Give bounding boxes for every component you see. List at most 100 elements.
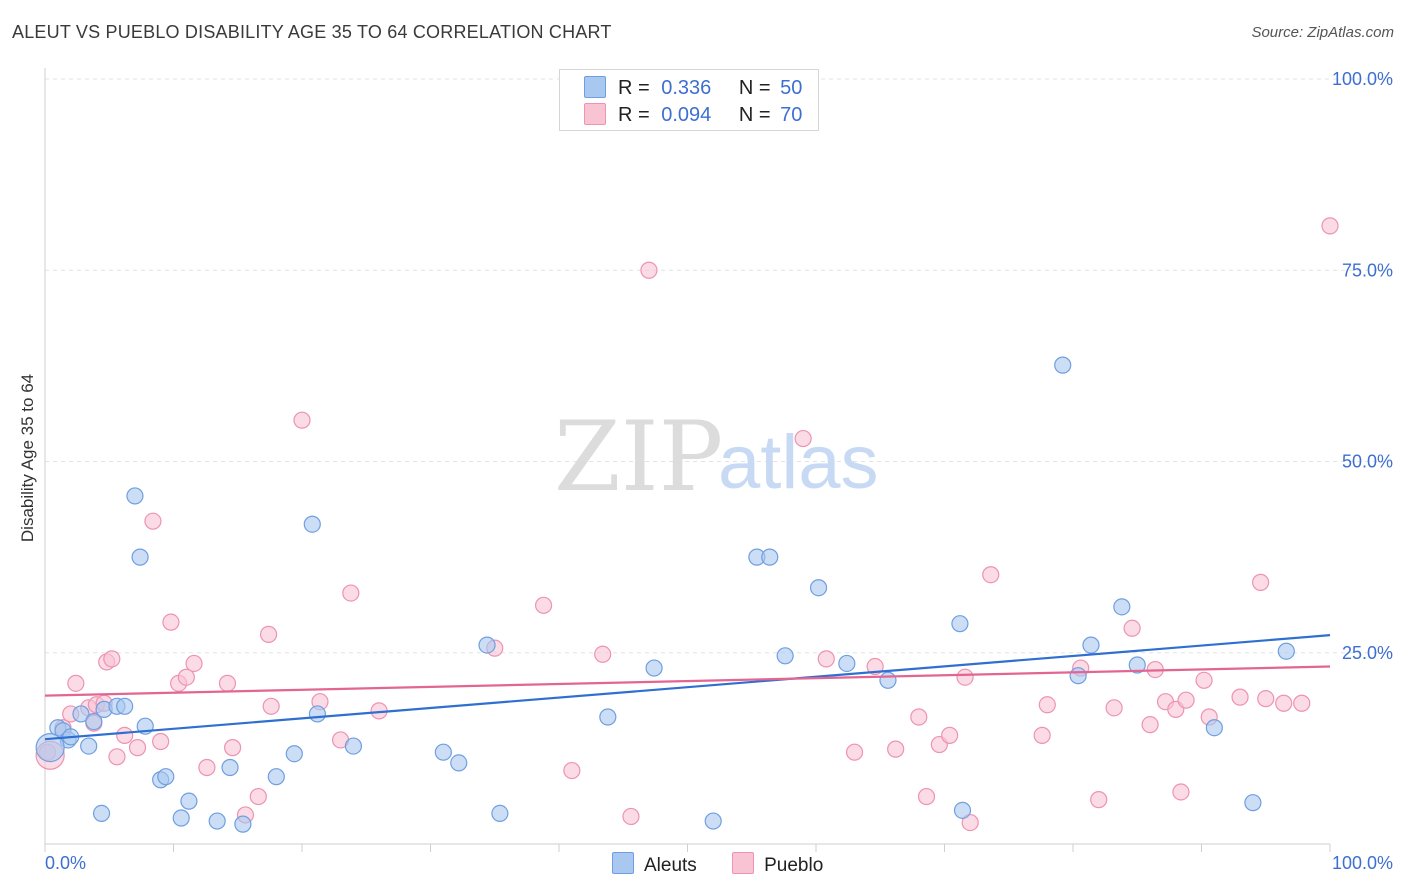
pueblo-point-38 <box>817 650 835 668</box>
aleut-point-45 <box>1128 656 1146 674</box>
x-tick-label-0: 0.0% <box>45 853 86 873</box>
aleut-point-42 <box>1069 667 1087 685</box>
aleut-point-30 <box>599 708 617 726</box>
series-legend: Aleuts Pueblo <box>612 852 823 877</box>
pueblo-point-46 <box>956 668 974 686</box>
x-tick-label-100: 100.0% <box>1332 853 1393 873</box>
aleut-point-31 <box>645 659 663 677</box>
aleut-point-7 <box>92 804 111 823</box>
y-tick-label-75: 75.0% <box>1342 260 1393 280</box>
pueblo-point-9 <box>103 650 121 668</box>
y-tick-label-100: 100.0% <box>1332 69 1393 89</box>
aleut-point-15 <box>157 768 175 786</box>
aleut-point-20 <box>234 815 252 833</box>
pueblo-point-50 <box>1038 696 1056 714</box>
pueblo-point-29 <box>342 584 360 602</box>
pueblo-swatch <box>584 103 606 125</box>
legend-pueblo-n-label: N = <box>738 104 771 126</box>
aleut-point-12 <box>131 548 149 566</box>
pueblo-series <box>35 217 1339 832</box>
pueblo-point-14 <box>152 732 170 751</box>
pueblo-point-24 <box>259 625 278 643</box>
aleut-point-4 <box>72 705 90 723</box>
aleut-point-34 <box>761 548 779 566</box>
legend-aleut-r-value: 0.336 <box>661 77 712 99</box>
aleut-point-35 <box>776 647 794 665</box>
pueblo-point-34 <box>594 645 612 663</box>
legend-pueblo-r-label: R = <box>618 104 650 126</box>
aleut-point-17 <box>180 792 198 810</box>
aleut-point-49 <box>35 733 65 763</box>
pueblo-trendline <box>44 665 1331 697</box>
aleut-point-16 <box>172 809 190 827</box>
pueblo-point-35 <box>622 807 640 826</box>
y-tick-labels: 25.0% 50.0% 75.0% 100.0% <box>1332 69 1393 663</box>
pueblo-point-15 <box>162 613 180 631</box>
pueblo-point-36 <box>640 261 658 279</box>
legend-aleut-n-label: N = <box>738 77 771 99</box>
aleuts-legend-label: Aleuts <box>644 855 697 876</box>
pueblo-point-45 <box>941 726 959 744</box>
aleut-point-46 <box>1205 719 1223 737</box>
aleut-point-40 <box>953 801 972 819</box>
gridlines <box>45 78 1392 654</box>
pueblo-point-3 <box>67 674 85 692</box>
pueblo-point-32 <box>534 596 553 614</box>
watermark-zip: ZIP <box>554 401 723 513</box>
aleuts-legend-swatch <box>612 852 634 874</box>
aleut-point-26 <box>434 743 452 761</box>
pueblo-point-43 <box>917 787 936 806</box>
pueblo-point-48 <box>982 566 1000 584</box>
aleut-point-25 <box>344 737 362 755</box>
aleut-point-38 <box>879 671 897 689</box>
pueblo-point-20 <box>218 674 237 692</box>
pueblo-point-60 <box>1177 691 1195 709</box>
pueblo-point-47 <box>961 813 979 832</box>
pueblo-point-41 <box>887 740 905 758</box>
pueblo-point-54 <box>1123 619 1141 637</box>
pueblo-point-18 <box>185 654 203 673</box>
pueblo-point-13 <box>144 512 162 530</box>
pueblo-point-12 <box>128 739 147 757</box>
pueblo-point-40 <box>866 657 884 676</box>
aleut-swatch <box>584 76 606 98</box>
x-tick-labels: 0.0% 100.0% <box>45 853 1393 873</box>
aleut-point-39 <box>951 615 969 633</box>
aleut-point-29 <box>478 636 496 654</box>
aleut-point-10 <box>116 697 134 715</box>
aleut-point-48 <box>1244 794 1262 812</box>
legend-row-aleut: R = 0.336 N = 50 <box>584 76 802 100</box>
aleut-point-23 <box>303 515 321 533</box>
y-tick-label-25: 25.0% <box>1342 643 1393 663</box>
aleut-point-28 <box>491 804 509 823</box>
y-tick-label-50: 50.0% <box>1342 452 1393 472</box>
pueblo-point-49 <box>1033 726 1051 744</box>
aleut-point-47 <box>1277 642 1295 660</box>
aleut-point-41 <box>1054 356 1072 374</box>
pueblo-point-37 <box>794 429 812 448</box>
pueblo-point-39 <box>845 743 864 761</box>
pueblo-point-63 <box>1231 688 1249 706</box>
aleut-point-43 <box>1082 636 1100 654</box>
aleut-trendline <box>44 634 1331 741</box>
aleut-point-24 <box>308 705 327 723</box>
aleut-point-21 <box>267 768 285 786</box>
aleut-point-6 <box>85 712 103 731</box>
aleut-point-19 <box>221 758 239 777</box>
pueblo-point-33 <box>563 761 581 780</box>
trendlines <box>44 634 1331 741</box>
watermark: ZIP atlas <box>554 401 879 513</box>
pueblo-point-21 <box>224 739 242 757</box>
source-credit: Source: ZipAtlas.com <box>1251 24 1394 41</box>
legend-pueblo-n-value: 70 <box>780 104 803 126</box>
aleut-point-27 <box>450 754 468 772</box>
correlation-legend: R = 0.336 N = 50 R = 0.094 N = 70 <box>559 69 819 131</box>
aleut-point-5 <box>80 737 98 755</box>
pueblo-point-64 <box>1252 573 1270 591</box>
pueblo-point-17 <box>177 668 195 686</box>
legend-aleut-n-value: 50 <box>780 77 803 99</box>
aleut-point-18 <box>208 812 226 830</box>
pueblo-point-53 <box>1105 699 1123 717</box>
pueblo-point-67 <box>1293 694 1311 712</box>
pueblo-point-42 <box>910 708 928 726</box>
